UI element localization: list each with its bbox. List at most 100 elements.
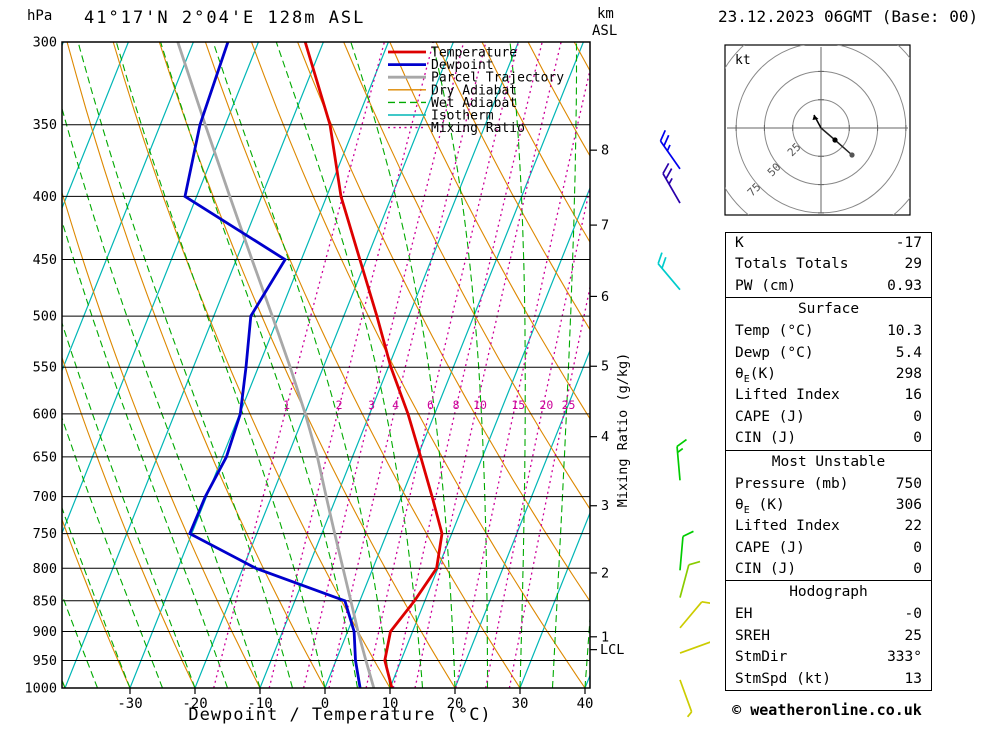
lcl-label: LCL <box>600 642 624 658</box>
wet-adiabat-line <box>62 106 261 688</box>
wet-adiabat-line <box>350 42 456 688</box>
table-section-header: Most Unstable <box>771 453 886 470</box>
wet-adiabat-line <box>0 35 33 688</box>
row-value: 0 <box>913 408 922 425</box>
copyright: © weatheronline.co.uk <box>732 701 922 719</box>
km-tick-label: 6 <box>601 289 609 305</box>
row-label: SREH <box>735 627 770 644</box>
temperature-axis-label: Dewpoint / Temperature (°C) <box>188 705 492 725</box>
table-row: Totals Totals 29 <box>726 254 931 275</box>
pressure-tick-label: 600 <box>33 406 57 422</box>
mixing-ratio-line <box>414 42 562 688</box>
row-value: 0.93 <box>887 277 922 294</box>
row-label: Dewp (°C) <box>735 344 814 361</box>
mixing-ratio-line <box>328 42 487 688</box>
table-row: EH -0 <box>726 604 931 625</box>
isotherm-line <box>62 42 129 210</box>
mixing-ratio-label: 8 <box>453 398 460 412</box>
row-label: Lifted Index <box>735 518 840 535</box>
table-section: Hodograph EH -0 SREH 25 StmDir 333° StmSpd (kt)… <box>726 581 931 690</box>
skewt-diagram: 1 2 3 4 6 8 10 15 20 2530035040045050055060065070… <box>0 35 710 718</box>
legend-label: Parcel Trajectory <box>431 71 564 86</box>
mixing-ratio-line <box>392 42 543 688</box>
wind-barb <box>676 438 687 481</box>
row-value: 25 <box>904 627 922 644</box>
wet-adiabat-line <box>62 593 99 688</box>
isotherm-line <box>324 42 584 688</box>
row-label: CAPE (J) <box>735 539 805 556</box>
dry-adiabat-line <box>250 42 586 688</box>
row-label: θE (K) <box>735 496 785 516</box>
row-value: 298 <box>895 365 922 382</box>
wet-adiabat-line <box>62 506 131 688</box>
wet-adiabat-line <box>551 42 578 688</box>
pressure-tick-label: 500 <box>33 309 57 325</box>
pressure-tick-label: 900 <box>33 624 57 640</box>
isotherm-line <box>129 42 389 688</box>
mixing-ratio-line <box>455 67 590 688</box>
table-row: θE(K) 298 <box>726 364 931 385</box>
mixing-ratio-line <box>302 42 465 688</box>
table-row: θE (K) 306 <box>726 495 931 516</box>
legend-label: Dry Adiabat <box>431 83 517 98</box>
wet-adiabat-line <box>275 42 424 688</box>
row-label: Totals Totals <box>735 256 849 273</box>
temp-tick-label: 30 <box>512 696 529 712</box>
legend-label: Isotherm <box>431 109 494 124</box>
pressure-axis-unit: hPa <box>27 8 53 24</box>
mixing-ratio-label: 2 <box>336 398 343 412</box>
sounding-profiles <box>176 42 444 688</box>
wet-adiabat-line <box>62 416 164 688</box>
row-value: 22 <box>904 518 922 535</box>
parcel-trajectory-curve <box>176 42 376 688</box>
pressure-tick-label: 550 <box>33 360 57 376</box>
mixing-ratio-label: 25 <box>562 398 576 412</box>
wet-adiabat-line <box>431 42 489 688</box>
wind-barb <box>679 640 710 654</box>
temp-tick-label: 40 <box>577 696 594 712</box>
row-value: -0 <box>904 606 922 623</box>
temp-tick-label: -10 <box>247 696 272 712</box>
pressure-tick-label: 650 <box>33 449 57 465</box>
mixing-ratio-axis-label: Mixing Ratio (g/kg) <box>615 352 631 508</box>
row-value: 10.3 <box>887 323 922 340</box>
dry-adiabat-line <box>158 42 456 688</box>
row-label: Lifted Index <box>735 387 840 404</box>
wind-barb <box>659 129 681 170</box>
temp-tick-label: -20 <box>182 696 207 712</box>
row-label: Pressure (mb) <box>735 475 849 492</box>
row-value: 5.4 <box>895 344 922 361</box>
wind-barb <box>662 162 681 204</box>
row-label: CAPE (J) <box>735 408 805 425</box>
isotherm-line <box>389 186 590 688</box>
mixing-ratio-line <box>213 42 386 688</box>
wind-barb <box>679 560 701 598</box>
table-row: Lifted Index 22 <box>726 516 931 537</box>
pressure-tick-label: 850 <box>33 593 57 609</box>
table-section: Most Unstable Pressure (mb) 750 θE (K) 306 Li… <box>726 451 931 582</box>
dry-adiabat-line <box>62 355 196 688</box>
dry-adiabat-line <box>389 42 590 420</box>
km-tick-label: 1 <box>601 629 609 645</box>
pressure-tick-label: 800 <box>33 561 57 577</box>
dry-adiabat-line <box>481 42 590 244</box>
table-row: CIN (J) 0 <box>726 559 931 580</box>
hodograph-point <box>849 152 855 158</box>
pressure-tick-label: 700 <box>33 489 57 505</box>
row-value: 13 <box>904 670 922 687</box>
legend-label: Temperature <box>431 46 517 61</box>
km-tick-label: 2 <box>601 565 609 581</box>
row-value: 306 <box>895 496 922 513</box>
km-tick-label: 7 <box>601 218 609 234</box>
table-row: Pressure (mb) 750 <box>726 474 931 495</box>
pressure-tick-label: 450 <box>33 252 57 268</box>
row-value: 16 <box>904 387 922 404</box>
mixing-ratio-label: 20 <box>539 398 553 412</box>
page-title: 41°17'N 2°04'E 128m ASL <box>84 8 366 28</box>
temperature-curve <box>303 42 444 688</box>
dry-adiabat-line <box>297 42 590 603</box>
row-value: 0 <box>913 561 922 578</box>
mixing-ratio-line <box>485 184 590 688</box>
temp-tick-label: 10 <box>382 696 399 712</box>
